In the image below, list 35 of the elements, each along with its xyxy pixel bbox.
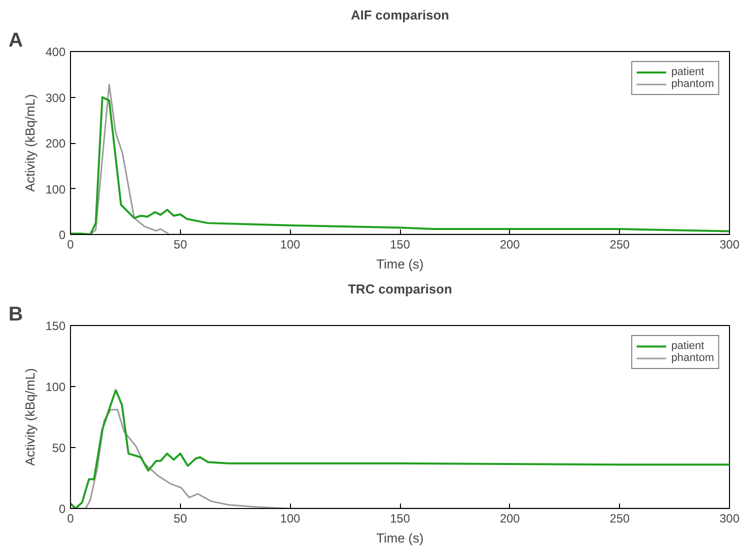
y-tick-label: 0 [58,228,66,242]
chart-title: TRC comparison [348,282,452,296]
chart-title: AIF comparison [350,8,450,22]
x-tick-label: 200 [500,512,520,526]
text: A [8,30,23,52]
legend-label: phantom [671,352,714,364]
x-axis-title: Time (s) [376,256,424,272]
y-tick-label: 100 [45,182,66,196]
y-axis-title: Activity (kBq/mL) [22,94,38,192]
x-tick-label: 250 [610,238,630,252]
x-tick-label: 300 [719,512,740,526]
y-tick-label: 400 [45,45,66,59]
y-tick-label: 200 [45,136,66,150]
y-tick-label: 150 [45,319,66,333]
legend-label: phantom [671,78,714,90]
x-tick-label: 0 [67,238,74,252]
y-axis-title: Activity (kBq/mL) [22,368,38,466]
legend-label: patient [671,66,704,78]
x-tick-label: 0 [67,512,74,526]
x-tick-label: 250 [610,512,630,526]
x-tick-label: 150 [390,512,410,526]
y-tick-label: 50 [52,441,66,455]
legend-label: patient [671,340,704,352]
x-tick-label: 100 [280,238,301,252]
text: B [8,304,23,326]
x-axis-title: Time (s) [376,530,424,546]
y-tick-label: 0 [58,502,66,516]
x-tick-label: 200 [500,238,520,252]
x-tick-label: 100 [280,512,301,526]
x-tick-label: 150 [390,238,410,252]
y-tick-label: 100 [45,380,66,394]
x-tick-label: 50 [174,512,188,526]
x-tick-label: 50 [174,238,188,252]
x-tick-label: 300 [719,238,740,252]
y-tick-label: 300 [45,90,66,105]
